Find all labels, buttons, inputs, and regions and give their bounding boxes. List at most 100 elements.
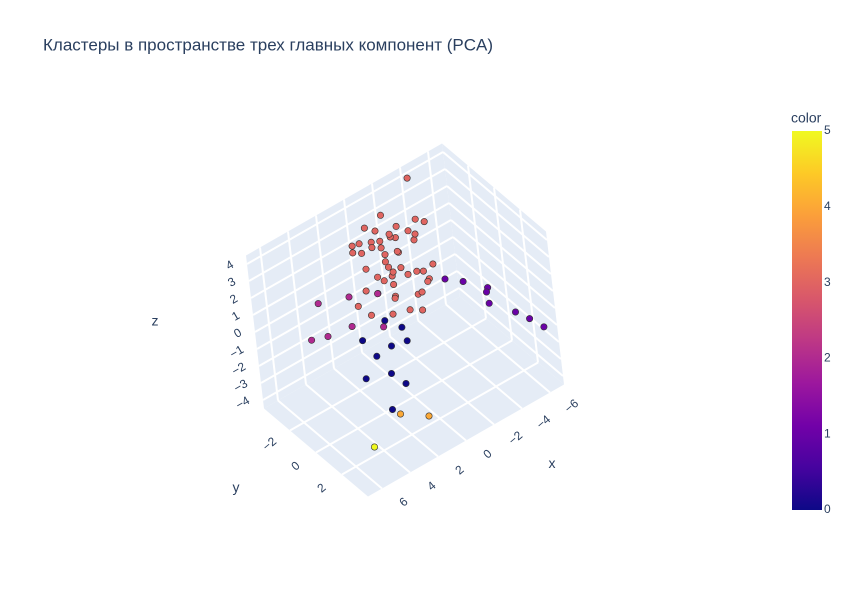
z-tick-label: 0	[231, 325, 244, 341]
data-point	[381, 251, 389, 259]
data-point	[390, 280, 398, 288]
grid-line	[452, 236, 558, 326]
data-point	[424, 277, 432, 285]
z-tick-label: −4	[233, 393, 252, 412]
grid-line	[442, 151, 548, 241]
data-point	[368, 244, 376, 252]
x-axis-title: x	[549, 455, 556, 471]
data-point	[419, 267, 427, 275]
z-axis-title: z	[152, 313, 159, 329]
colorbar	[792, 131, 822, 510]
x-tick-label: −4	[534, 412, 554, 432]
colorbar-tick-label: 1	[824, 426, 831, 440]
data-point	[377, 244, 385, 252]
x-tick-label: −2	[506, 428, 526, 448]
data-point	[441, 275, 449, 283]
data-point	[367, 311, 375, 319]
data-point	[360, 224, 368, 232]
data-point	[429, 260, 437, 268]
data-point	[349, 249, 357, 257]
data-point	[391, 294, 399, 302]
data-point	[348, 242, 356, 250]
data-point	[374, 273, 382, 281]
colorbar-tick-label: 2	[824, 351, 831, 365]
data-point	[410, 236, 418, 244]
data-point	[526, 315, 534, 323]
data-point	[373, 352, 381, 360]
x-tick-label: 2	[452, 462, 466, 477]
data-point	[362, 375, 370, 383]
data-point	[411, 230, 419, 238]
colorbar-tick-label: 5	[824, 123, 831, 137]
x-tick-label: 0	[480, 446, 494, 461]
colorbar-title: color	[791, 110, 822, 126]
grid-line	[262, 287, 460, 401]
data-point	[413, 267, 421, 275]
data-point	[396, 410, 404, 418]
data-point	[314, 300, 322, 308]
data-point	[402, 379, 410, 387]
data-point	[398, 323, 406, 331]
grid-line	[448, 202, 554, 292]
data-point	[485, 299, 493, 307]
data-point	[348, 322, 356, 330]
data-point	[404, 227, 412, 235]
data-point	[380, 277, 388, 285]
data-point	[389, 310, 397, 318]
data-point	[406, 306, 414, 314]
grid-line	[444, 168, 550, 258]
data-point	[540, 323, 548, 331]
data-point	[459, 277, 467, 285]
data-point	[392, 222, 400, 230]
grid-line	[250, 185, 448, 299]
data-point	[397, 264, 405, 272]
data-point	[393, 247, 401, 255]
chart-title: Кластеры в пространстве трех главных ком…	[43, 35, 493, 54]
data-point	[418, 288, 426, 296]
data-point	[411, 215, 419, 223]
x-tick-label: −6	[562, 396, 582, 416]
data-point	[376, 237, 384, 245]
data-point	[389, 268, 397, 276]
x-tick-label: 4	[424, 478, 438, 493]
data-point	[376, 211, 384, 219]
z-tick-label: 2	[227, 291, 240, 307]
data-point	[374, 290, 382, 298]
data-point	[308, 336, 316, 344]
data-point	[359, 337, 367, 345]
data-point	[419, 306, 427, 314]
data-point	[403, 174, 411, 182]
data-point	[387, 369, 395, 377]
data-point	[381, 258, 389, 266]
colorbar-tick-label: 3	[824, 275, 831, 289]
z-tick-label: −2	[229, 359, 248, 378]
data-point	[345, 293, 353, 301]
y-tick-label: −2	[260, 434, 280, 454]
grid-line	[341, 361, 539, 476]
colorbar-tick-label: 4	[824, 199, 831, 213]
z-tick-label: 1	[229, 308, 242, 324]
grid-line	[248, 168, 446, 282]
data-point	[355, 240, 363, 248]
data-point	[381, 317, 389, 325]
z-tick-label: 3	[225, 274, 238, 290]
data-point	[403, 337, 411, 345]
y-tick-label: 0	[288, 458, 302, 473]
grid-line	[446, 185, 552, 275]
grid-line	[315, 339, 513, 454]
data-point	[362, 287, 370, 295]
grid-line	[254, 219, 452, 333]
grid-line	[289, 317, 487, 432]
data-point	[388, 405, 396, 413]
y-tick-label: 2	[314, 480, 328, 495]
data-point	[358, 249, 366, 257]
data-point	[380, 323, 388, 331]
data-point	[370, 443, 378, 451]
data-point	[425, 412, 433, 420]
grid-line	[450, 219, 556, 309]
data-point	[362, 265, 370, 273]
colorbar-tick-label: 0	[824, 502, 831, 516]
data-point	[324, 332, 332, 340]
